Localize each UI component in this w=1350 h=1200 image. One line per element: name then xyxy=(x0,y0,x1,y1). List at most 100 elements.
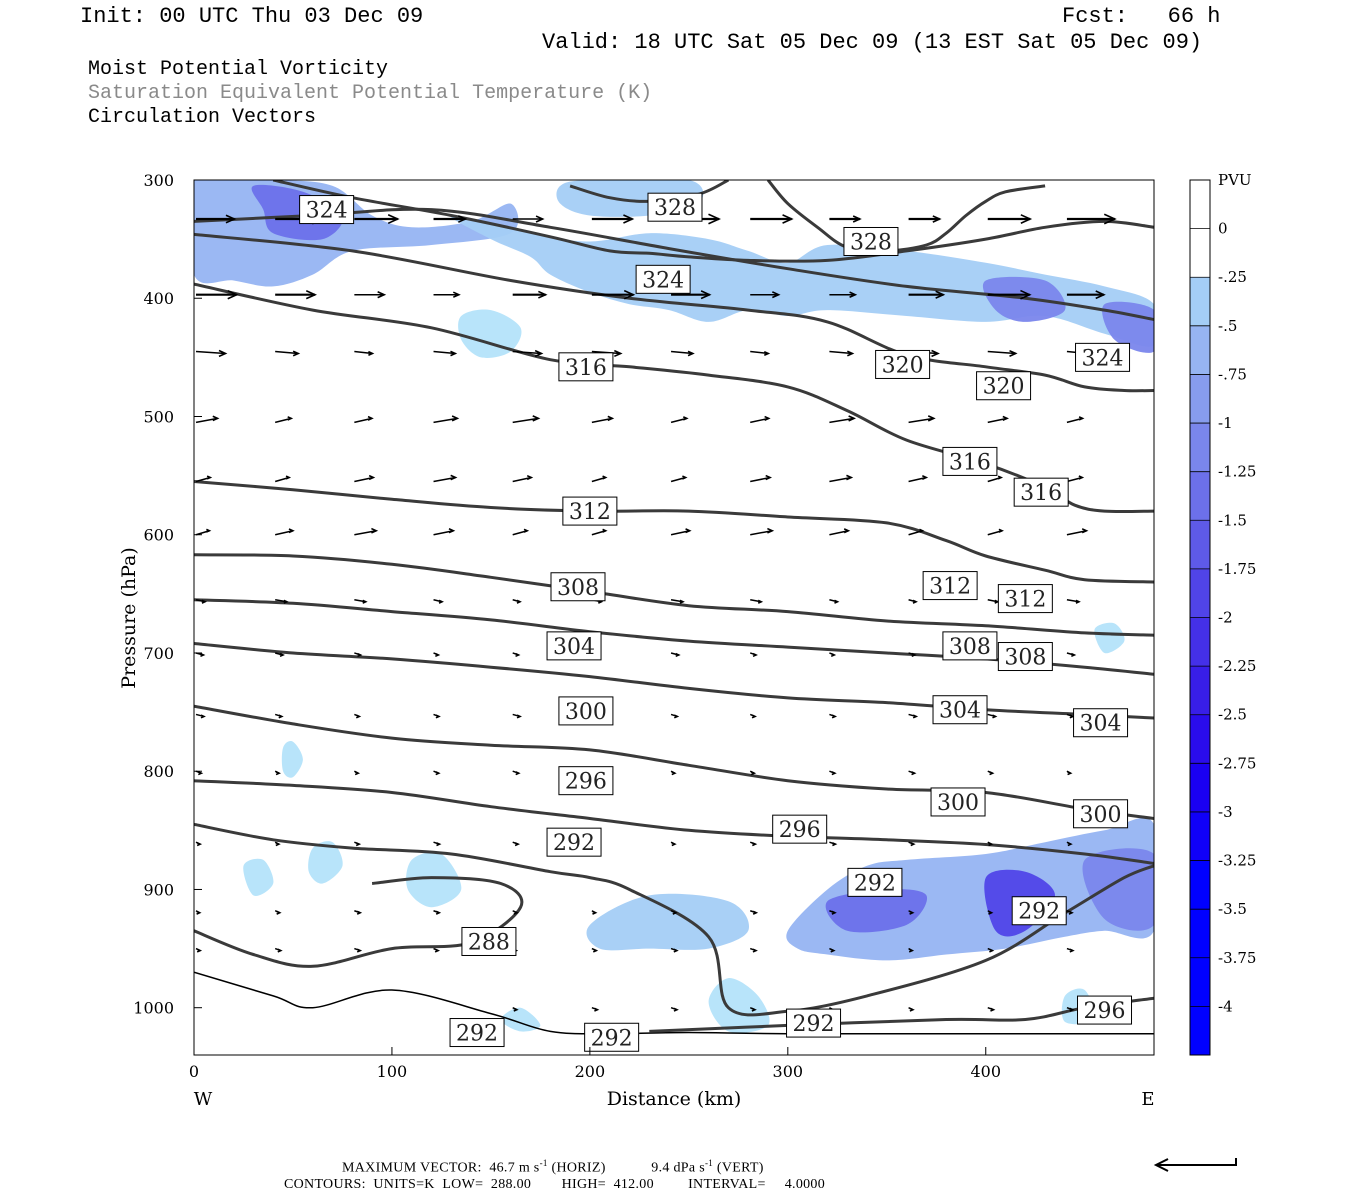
vector-head xyxy=(523,528,530,533)
vector-arrow xyxy=(354,713,362,719)
vector-arrow xyxy=(433,947,441,953)
vector-head xyxy=(931,349,940,358)
vector-head xyxy=(1103,213,1117,225)
vector-head xyxy=(614,349,623,358)
vector-head xyxy=(387,213,400,225)
vector-arrow xyxy=(1066,947,1075,953)
vector-head xyxy=(623,289,636,300)
contour-label-19: 304 xyxy=(1073,708,1129,738)
vector-arrow xyxy=(195,415,220,424)
contour-label-box xyxy=(1073,708,1129,738)
vector-arrow xyxy=(908,215,942,223)
forecast-hour: Fcst: 66 h xyxy=(1062,4,1221,29)
vector-head xyxy=(292,350,301,357)
vector-shaft xyxy=(908,417,934,424)
colorbar-label: -3.5 xyxy=(1218,900,1247,918)
pv-region-1 xyxy=(251,184,344,241)
contour-label-box xyxy=(930,787,986,817)
vector-arrow xyxy=(195,713,206,719)
vector-arrow xyxy=(512,349,544,358)
vector-arrow xyxy=(354,652,363,658)
vector-arrow xyxy=(829,599,840,604)
vector-shaft xyxy=(195,350,226,355)
vector-head xyxy=(672,910,678,915)
vector-head xyxy=(515,652,521,658)
vector-arrow xyxy=(591,214,635,224)
contour-label-text: 324 xyxy=(642,268,684,293)
vector-head xyxy=(196,910,202,915)
contour-label-31: 296 xyxy=(1077,995,1133,1025)
contour-label-12: 312 xyxy=(922,571,978,601)
vector-head xyxy=(435,910,442,915)
vector-head xyxy=(288,528,295,534)
vector-head xyxy=(592,910,598,915)
vector-head xyxy=(830,948,836,953)
colorbar-bin xyxy=(1190,617,1210,667)
contour-label-text: 308 xyxy=(1004,646,1046,671)
vector-head xyxy=(932,215,942,223)
vector-shaft xyxy=(670,350,693,355)
vector-arrow xyxy=(275,599,289,604)
contour-label-box xyxy=(558,696,614,726)
contour-label-23: 296 xyxy=(772,814,828,844)
vector-shaft xyxy=(275,350,299,355)
colorbar: PVU 0 -.25 -.5 -.75 -1 -1.25 -1.5 -1.75 -2 -2.25 -2… xyxy=(1189,171,1256,1056)
contour-label-box xyxy=(772,814,828,844)
contour-324-12 xyxy=(194,207,1154,321)
vector-head xyxy=(843,528,851,534)
vector-head xyxy=(989,771,995,776)
max-vector-legend: MAXIMUM VECTOR: 46.7 m s-1 (HORIZ) 9.4 d… xyxy=(342,1158,764,1176)
contour-label-26: 292 xyxy=(1011,896,1067,926)
pv-region-6 xyxy=(458,309,522,358)
contour-label-box xyxy=(546,827,602,857)
contour-label-text: 312 xyxy=(1004,588,1046,613)
colorbar-label: -2 xyxy=(1218,609,1233,627)
vector-head xyxy=(602,475,608,480)
colorbar-bin xyxy=(1190,666,1210,715)
contour-label-13: 312 xyxy=(997,584,1053,614)
contour-label-box xyxy=(922,571,978,601)
vector-head xyxy=(513,910,519,915)
vector-arrow xyxy=(1066,713,1075,719)
vector-arrow xyxy=(1066,213,1117,225)
vector-head xyxy=(764,415,771,421)
contour-label-18: 304 xyxy=(932,695,988,725)
vector-head xyxy=(673,1007,679,1012)
vector-head xyxy=(832,842,838,847)
contour-label-text: 320 xyxy=(983,375,1025,400)
vector-arrow xyxy=(908,770,917,776)
init-time: Init: 00 UTC Thu 03 Dec 09 xyxy=(80,4,424,29)
vector-head xyxy=(990,1007,996,1012)
vector-shaft xyxy=(433,417,458,424)
x-axis-label: Distance (km) xyxy=(607,1088,742,1110)
vector-arrow xyxy=(750,415,771,424)
vector-head xyxy=(910,842,916,847)
contour-label-10: 312 xyxy=(562,496,618,526)
vector-arrow xyxy=(670,910,678,915)
vector-head xyxy=(1002,415,1010,422)
vector-arrow xyxy=(750,291,781,299)
vector-arrow xyxy=(274,416,294,424)
vector-head xyxy=(673,948,679,953)
vector-arrow xyxy=(749,947,758,953)
vector-head xyxy=(671,842,677,847)
colorbar-label: -1 xyxy=(1218,414,1233,432)
vector-head xyxy=(355,842,362,847)
contour-label-text: 328 xyxy=(850,230,892,255)
vector-head xyxy=(772,291,781,299)
contour-label-box xyxy=(1077,995,1133,1025)
vector-arrow xyxy=(670,416,689,424)
contour-label-box xyxy=(1011,896,1067,926)
vector-arrow xyxy=(433,291,461,298)
x-tick-label: 300 xyxy=(773,1062,804,1081)
vector-head xyxy=(275,842,281,847)
contour-label-text: 316 xyxy=(565,356,607,381)
vector-arrow xyxy=(512,713,522,719)
vector-head xyxy=(1067,771,1073,776)
vector-shaft xyxy=(354,529,377,536)
vector-arrow xyxy=(670,599,685,604)
vector-head xyxy=(515,771,521,776)
vector-head xyxy=(516,714,522,719)
vector-head xyxy=(201,599,207,604)
